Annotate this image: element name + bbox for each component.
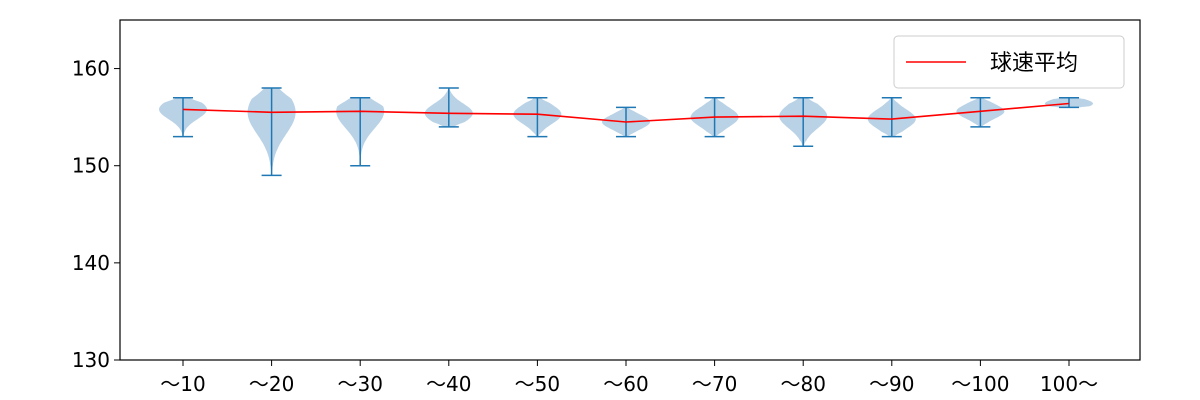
- x-tick-label: ～40: [426, 372, 471, 396]
- legend: 球速平均: [893, 35, 1125, 89]
- y-tick-label: 160: [72, 57, 110, 81]
- x-tick-label: ～70: [692, 372, 737, 396]
- x-tick-label: ～60: [603, 372, 648, 396]
- x-tick-label: ～20: [249, 372, 294, 396]
- x-tick-label: ～80: [780, 372, 825, 396]
- y-tick-label: 130: [72, 348, 110, 372]
- legend-label: 球速平均: [990, 51, 1078, 76]
- mean-speed-line: [182, 102, 1070, 123]
- plot-area: [119, 19, 1141, 361]
- x-tick-label: ～100: [951, 372, 1009, 396]
- x-tick-label: ～90: [869, 372, 914, 396]
- x-tick-label: ～30: [337, 372, 382, 396]
- x-tick-label: ～10: [160, 372, 205, 396]
- x-tick-label: 100～: [1040, 372, 1098, 396]
- legend-box: [893, 35, 1125, 89]
- y-tick-label: 150: [72, 154, 110, 178]
- x-tick-label: ～50: [515, 372, 560, 396]
- mean-line-layer: [182, 102, 1070, 123]
- axis-ticks: 130 140 150 160 ～10 ～20 ～30 ～40 ～50 ～60 ～70 ～80 ～90 ～…: [72, 57, 1098, 396]
- y-tick-label: 140: [72, 251, 110, 275]
- violin-layer: [159, 87, 1093, 177]
